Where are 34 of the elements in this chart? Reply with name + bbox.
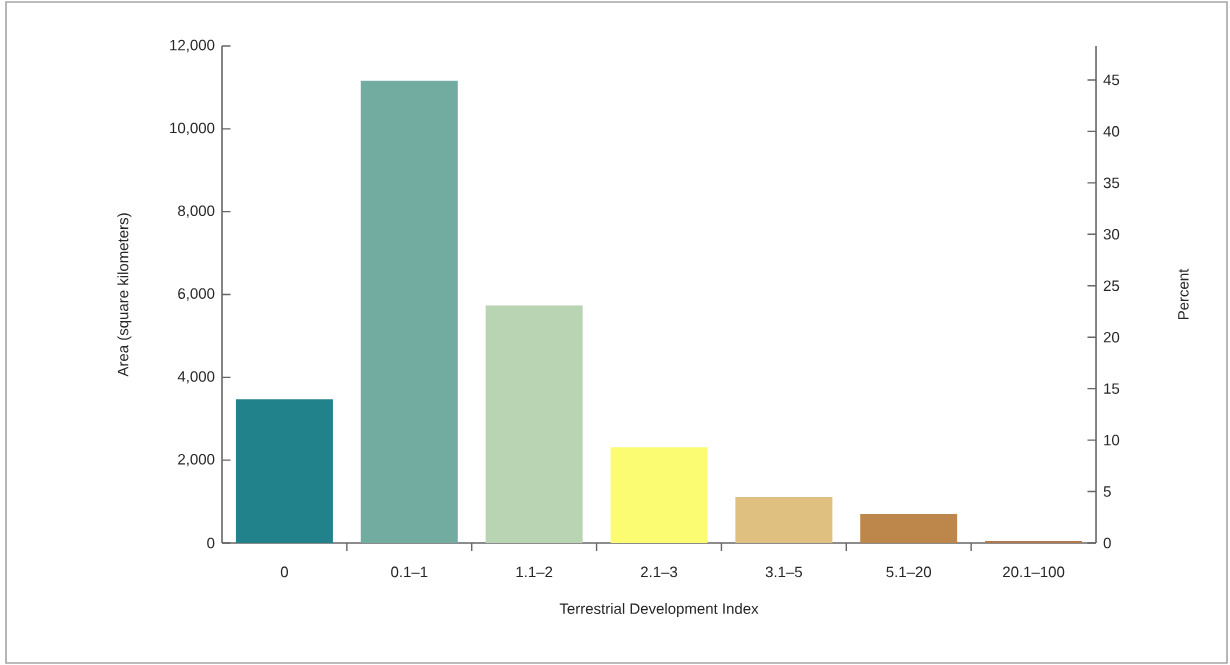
x-tick-label: 2.1–3 (640, 566, 678, 578)
y-tick-label: 2,000 (178, 453, 215, 467)
y-tick-label: 4,000 (177, 371, 215, 384)
y2-tick-label: 0 (1103, 537, 1111, 549)
y2-axis-title: Percent (1178, 268, 1189, 320)
y-tick-label: 0 (207, 537, 215, 549)
x-tick-label: 1.1–2 (516, 566, 553, 578)
y-axis-title: Area (square kilometers) (117, 213, 132, 377)
y2-tick-label: 15 (1104, 383, 1120, 394)
y-tick-label: 10,000 (170, 122, 215, 136)
bar (735, 497, 833, 543)
bar (860, 514, 958, 543)
x-tick-label: 3.1–5 (765, 566, 802, 578)
y2-tick-label: 25 (1103, 280, 1120, 292)
bar (360, 80, 458, 543)
x-tick-label: 5.1–20 (886, 566, 932, 578)
y-tick-label: 6,000 (178, 288, 215, 301)
bar (235, 399, 333, 543)
bar (485, 305, 583, 543)
x-tick-label: 0 (280, 566, 289, 578)
y2-tick-label: 40 (1103, 126, 1120, 137)
y2-tick-label: 30 (1103, 228, 1120, 240)
y-tick-label: 12,000 (170, 39, 215, 53)
x-tick-label: 20.1–100 (1003, 566, 1065, 578)
bar (610, 447, 708, 543)
y2-tick-label: 45 (1103, 74, 1120, 86)
y2-tick-label: 20 (1103, 331, 1120, 343)
y-tick-label: 8,000 (178, 205, 215, 218)
y2-tick-label: 35 (1103, 177, 1120, 189)
y2-tick-label: 5 (1103, 486, 1111, 497)
bar (985, 540, 1083, 543)
x-tick-label: 0.1–1 (391, 566, 428, 578)
y2-tick-label: 10 (1104, 434, 1120, 446)
x-axis-title: Terrestrial Development Index (559, 602, 759, 617)
